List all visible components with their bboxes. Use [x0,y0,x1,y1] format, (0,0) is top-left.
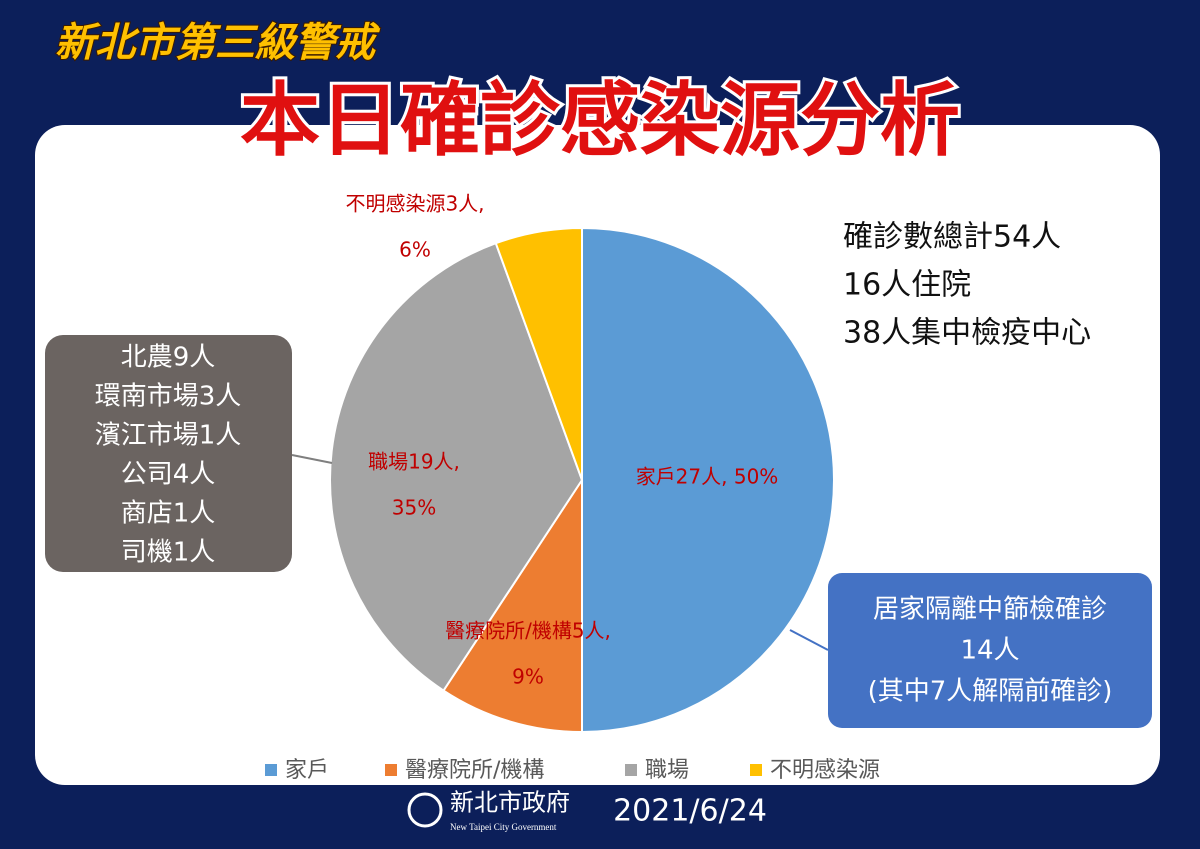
data-label: 不明感染源3人, [345,192,484,216]
note-line: 濱江市場1人 [95,421,242,451]
legend-swatch [265,764,277,776]
pie-slice [442,476,583,734]
data-label: 醫療院所/機構5人, [445,619,611,643]
chart-title: 本日確診感染源分析 [240,74,960,167]
note-line: 環南市場3人 [95,382,242,412]
data-label: 職場19人, [368,450,460,474]
data-label: 家戶27人, 50% [636,465,779,489]
pie-slice [329,241,584,692]
footer-logo: 新北市政府 New Taipei City Government [407,790,570,832]
note-line: 司機1人 [121,538,216,568]
legend-swatch [625,764,637,776]
summary-line: 確診數總計54人 [843,220,1061,255]
org-name: 新北市政府 [450,790,570,817]
header: 新北市第三級警戒 [55,20,381,66]
org-name-en: New Taipei City Government [450,822,557,832]
pie-slice [494,226,583,481]
legend-label: 家戶 [285,758,329,783]
pie [329,226,835,734]
note-line: 商店1人 [121,499,216,529]
legend-swatch [385,764,397,776]
note-line: (其中7人解隔前確診) [868,677,1113,707]
legend-label: 不明感染源 [770,758,880,783]
data-label: 35% [392,496,436,520]
legend-label: 職場 [645,758,689,783]
legend-label: 醫療院所/機構 [405,758,544,783]
home-box [828,573,1152,728]
legend-swatch [750,764,762,776]
connector [789,629,829,651]
summary-line: 16人住院 [843,268,971,303]
note-line: 居家隔離中篩檢確診 [873,595,1107,625]
workplace-box [45,335,292,572]
data-label: 6% [399,238,431,262]
data-label: 9% [512,665,544,689]
connector [291,454,333,464]
summary-line: 38人集中檢疫中心 [843,316,1091,351]
note-line: 14人 [960,636,1019,666]
note-line: 公司4人 [121,460,216,490]
pie-slice [581,226,835,734]
note-line: 北農9人 [121,343,216,373]
date: 2021/6/24 [613,794,767,829]
logo [407,792,443,828]
